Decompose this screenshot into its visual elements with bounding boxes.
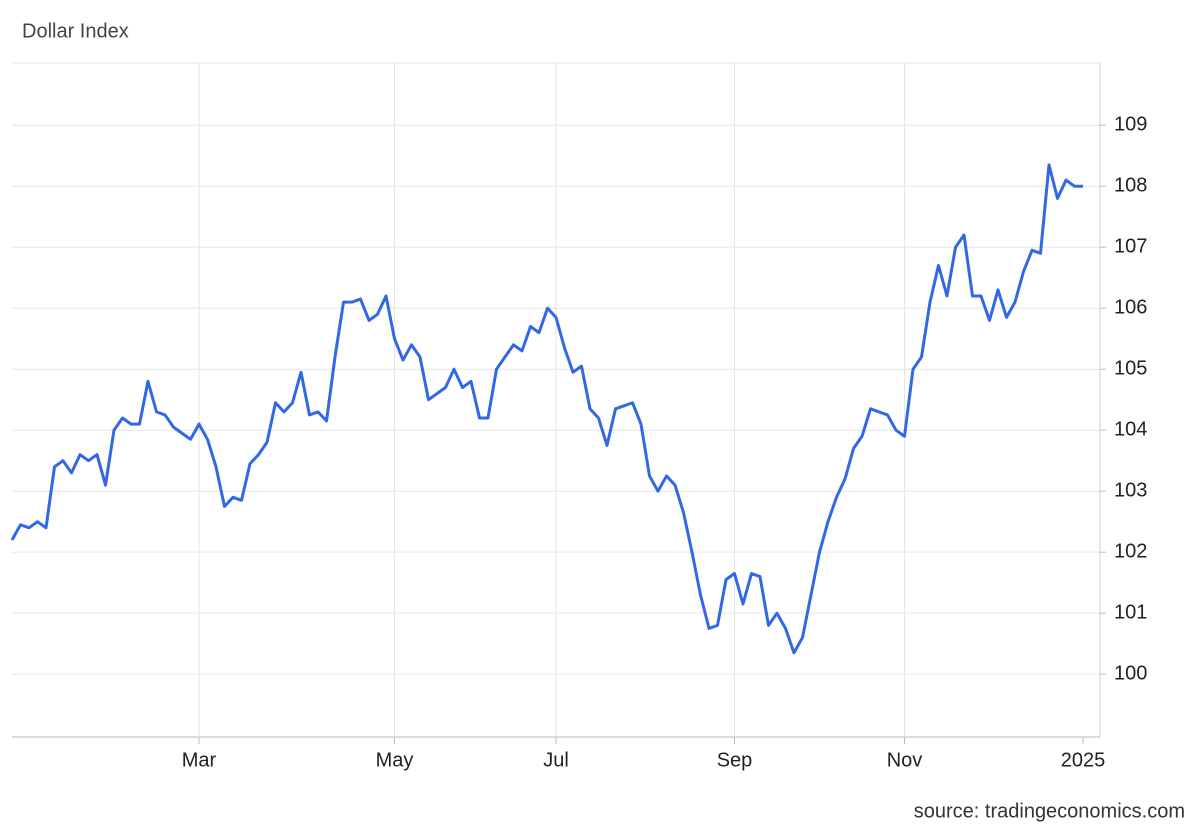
y-tick-label: 101 xyxy=(1114,601,1147,623)
x-tick-label: May xyxy=(376,749,414,771)
y-tick-label: 107 xyxy=(1114,235,1147,257)
y-tick-label: 106 xyxy=(1114,296,1147,318)
y-tick-label: 105 xyxy=(1114,357,1147,379)
x-tick-label: Sep xyxy=(717,749,753,771)
y-tick-label: 108 xyxy=(1114,174,1147,196)
y-tick-label: 100 xyxy=(1114,662,1147,684)
data-line xyxy=(10,163,1083,655)
x-tick-label: 2025 xyxy=(1061,749,1106,771)
y-tick-label: 102 xyxy=(1114,540,1147,562)
x-tick-label: Nov xyxy=(887,749,923,771)
x-tick-label: Mar xyxy=(182,749,217,771)
y-tick-label: 103 xyxy=(1114,479,1147,501)
source: source: tradingeconomics.com xyxy=(914,800,1185,822)
y-tick-label: 104 xyxy=(1114,418,1147,440)
y-tick-label: 109 xyxy=(1114,113,1147,135)
chart-title: Dollar Index xyxy=(22,20,129,42)
x-tick-label: Jul xyxy=(543,749,569,771)
